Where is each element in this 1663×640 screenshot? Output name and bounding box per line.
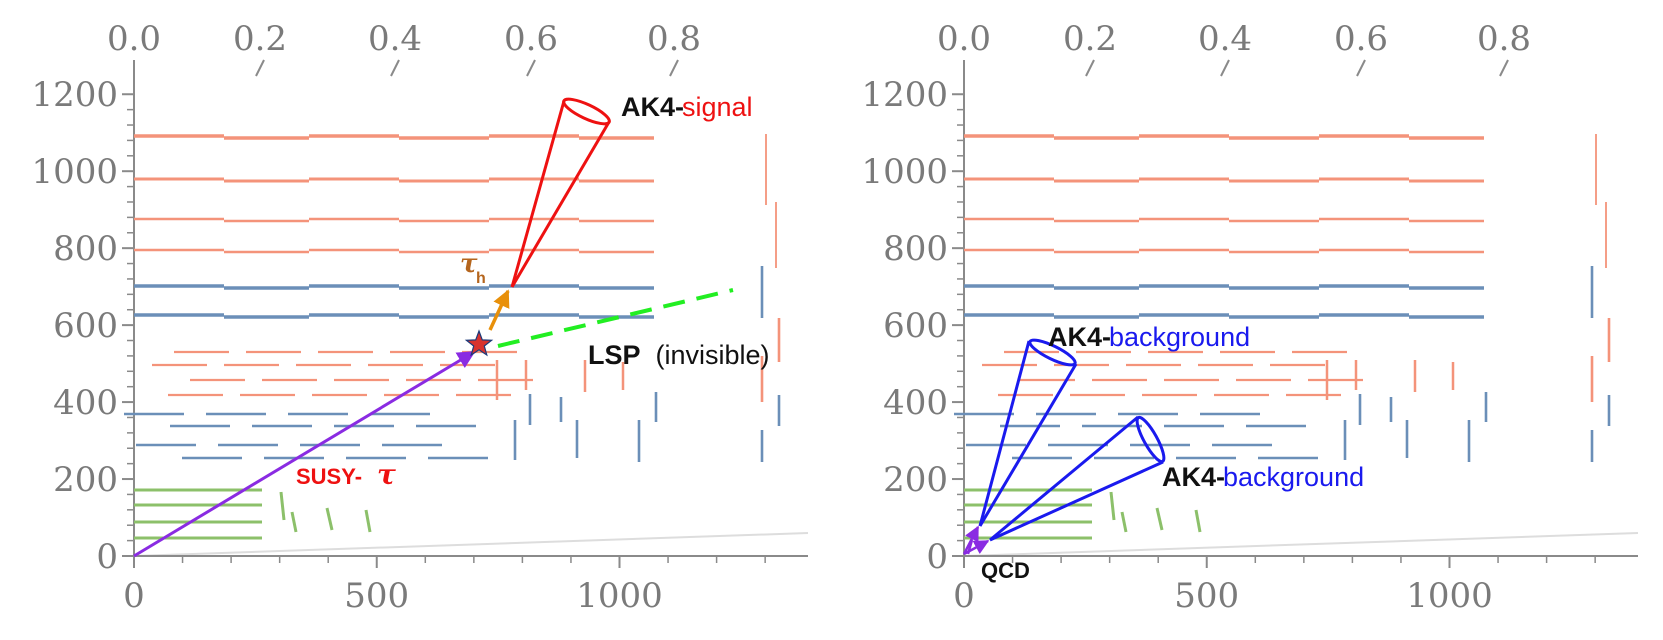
x-tick-label: 0: [953, 576, 975, 616]
x-tick-label: 0: [123, 576, 145, 616]
green-mark: [279, 491, 286, 521]
background-jet-cone-1: [978, 338, 1078, 527]
y-tick-label: 1200: [861, 75, 948, 115]
background-label-1-accent: background: [1109, 322, 1250, 352]
top-tick: [390, 59, 400, 77]
lsp-label-rest: (invisible): [648, 340, 770, 370]
lsp-label-main: LSP: [588, 340, 641, 370]
green-mark: [1155, 507, 1164, 531]
top-tick: [255, 59, 265, 77]
left-axes: 0 200 400 600 800 1000 1200 0 500 1000 0.0 0.2 0.4 0.…: [31, 19, 809, 616]
y-tick-label: 600: [53, 306, 118, 346]
green-mark: [325, 507, 334, 531]
top-tick-label: 0.6: [1334, 19, 1388, 59]
top-tick: [1356, 59, 1366, 77]
top-tick: [1220, 59, 1230, 77]
x-tick-label: 500: [1174, 576, 1239, 616]
right-panel: 0 200 400 600 800 1000 1200 0 500 1000 0.0 0.2 0.4 0.…: [861, 19, 1639, 616]
top-tick-label: 0.8: [1477, 19, 1531, 59]
tau-h-subscript: h: [476, 270, 486, 287]
green-mark: [1109, 491, 1116, 521]
y-tick-label: 400: [883, 383, 948, 423]
background-label-1-main: AK4-: [1048, 322, 1111, 352]
signal-label-accent: signal: [682, 92, 753, 122]
susy-label: SUSY-: [296, 464, 362, 489]
top-tick-label: 0.8: [647, 19, 701, 59]
baseline-diagonal: [133, 532, 809, 557]
y-tick-label: 400: [53, 383, 118, 423]
x-tick-label: 500: [344, 576, 409, 616]
y-tick-label: 600: [883, 306, 948, 346]
background-jet-cone-2: [989, 415, 1166, 542]
y-tick-label: 200: [883, 460, 948, 500]
qcd-label: QCD: [981, 558, 1030, 583]
top-tick: [1085, 59, 1095, 77]
tau-h-label: τ: [460, 249, 478, 279]
left-panel: 0 200 400 600 800 1000 1200 0 500 1000 0.0 0.2 0.4 0.…: [31, 19, 809, 616]
y-tick-label: 1200: [31, 75, 118, 115]
top-tick-label: 0.4: [1198, 19, 1252, 59]
top-tick: [526, 59, 536, 77]
y-tick-label: 200: [53, 460, 118, 500]
top-tick: [669, 59, 679, 77]
top-tick-label: 0.0: [937, 19, 991, 59]
green-mark: [1120, 511, 1128, 533]
x-tick-label: 1000: [1406, 576, 1493, 616]
susy-tau-symbol: τ: [377, 458, 396, 491]
decay-vertex-star: [464, 329, 494, 357]
x-tick-label: 1000: [576, 576, 663, 616]
green-mark: [1194, 509, 1202, 533]
y-tick-label: 800: [53, 229, 118, 269]
top-tick-label: 0.2: [1063, 19, 1117, 59]
top-tick: [1499, 59, 1509, 77]
y-tick-label: 0: [926, 537, 948, 577]
right-spectrum: [954, 134, 1611, 540]
top-tick-label: 0.6: [504, 19, 558, 59]
y-tick-label: 1000: [31, 152, 118, 192]
y-tick-label: 0: [96, 537, 118, 577]
y-tick-label: 800: [883, 229, 948, 269]
baseline-diagonal: [963, 532, 1639, 557]
right-axes: 0 200 400 600 800 1000 1200 0 500 1000 0.0 0.2 0.4 0.…: [861, 19, 1639, 616]
background-label-2-accent: background: [1223, 462, 1364, 492]
y-tick-label: 1000: [861, 152, 948, 192]
top-tick-label: 0.2: [233, 19, 287, 59]
lsp-line: [497, 288, 734, 348]
background-label-2-main: AK4-: [1162, 462, 1225, 492]
signal-jet-cone: [510, 97, 611, 288]
top-tick-label: 0.4: [368, 19, 422, 59]
tau-h-arrow: [488, 289, 510, 331]
green-mark: [290, 511, 298, 533]
signal-label-main: AK4-: [621, 92, 684, 122]
left-spectrum: [124, 134, 781, 540]
susy-tau-arrow: [133, 350, 476, 558]
qcd-arrows: [962, 525, 990, 556]
top-tick-label: 0.0: [107, 19, 161, 59]
green-mark: [364, 509, 372, 533]
